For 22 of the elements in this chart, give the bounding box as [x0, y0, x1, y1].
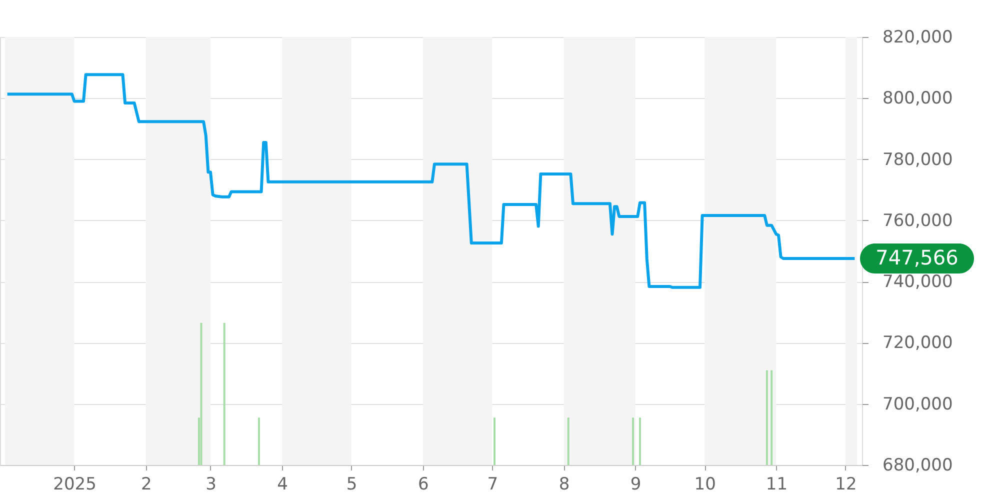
x-tick-label: 11	[766, 474, 788, 494]
y-tick-label: 780,000	[882, 150, 953, 170]
annotation: 747,566	[876, 245, 958, 270]
x-tick-label: 3	[206, 474, 216, 494]
x-tick-label: 2025	[53, 474, 96, 494]
y-tick-label: 820,000	[882, 28, 953, 48]
x-tick-label: 9	[630, 474, 642, 494]
x-tick-label: 10	[694, 474, 716, 494]
x-tick-label: 2	[140, 474, 152, 494]
x-tick-label: 4	[277, 474, 288, 494]
y-tick-label: 680,000	[882, 456, 953, 476]
y-tick-label: 760,000	[882, 210, 953, 231]
y-tick-label: 700,000	[882, 394, 953, 414]
x-tick-label: 5	[346, 474, 358, 494]
line-series	[6, 73, 856, 289]
x-tick-label: 8	[558, 474, 570, 494]
x-tick-label: 6	[418, 474, 429, 494]
y-tick-label: 740,000	[882, 272, 953, 292]
y-tick-label: 720,000	[882, 333, 953, 354]
x-tick-label: 12	[835, 474, 857, 494]
x-tick-label: 7	[487, 474, 498, 494]
y-tick-label: 800,000	[882, 88, 953, 109]
